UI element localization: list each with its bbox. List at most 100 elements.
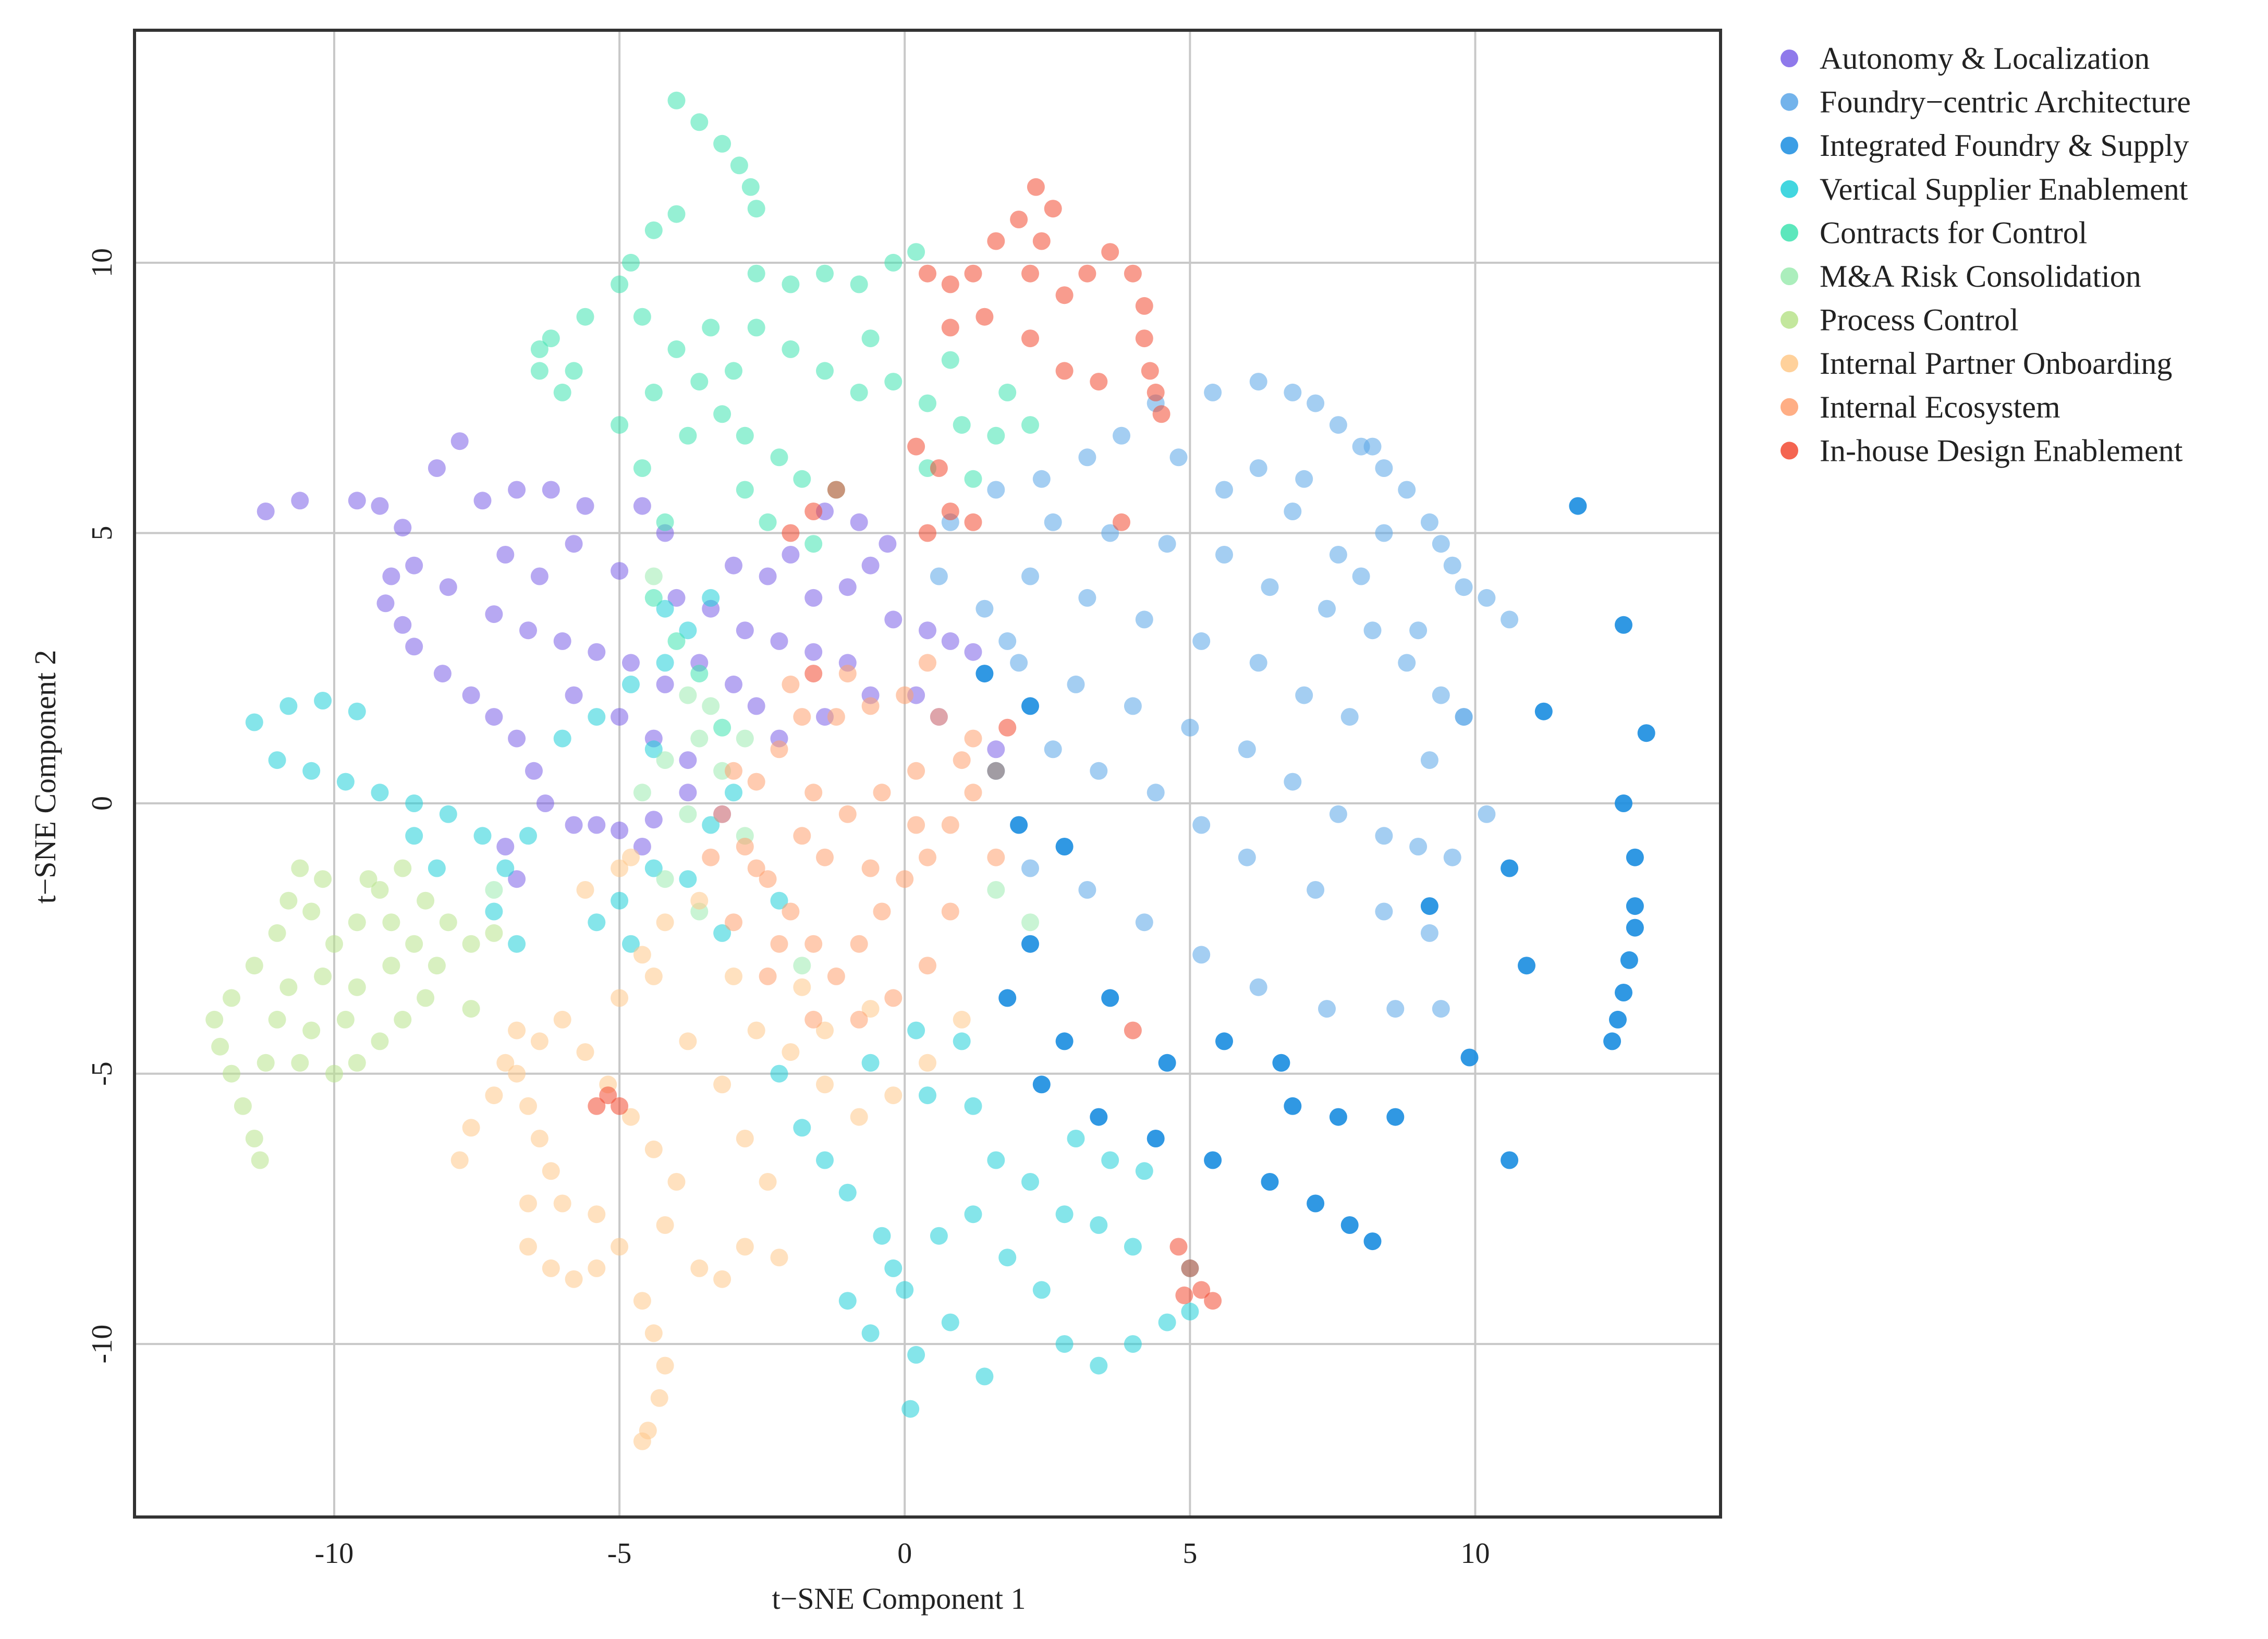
scatter-point <box>1090 1356 1108 1375</box>
scatter-point <box>268 751 286 769</box>
scatter-point <box>588 708 606 726</box>
scatter-point <box>371 1032 389 1050</box>
scatter-point <box>770 891 788 910</box>
scatter-point <box>1044 200 1062 218</box>
scatter-point <box>371 784 389 802</box>
scatter-point <box>485 881 503 899</box>
scatter-point <box>964 643 982 661</box>
scatter-point <box>1124 1021 1142 1039</box>
scatter-point <box>782 675 800 693</box>
scatter-point <box>941 503 959 520</box>
x-tick-label: 0 <box>897 1537 912 1570</box>
scatter-point <box>382 567 400 585</box>
x-tick-label: -10 <box>315 1537 354 1570</box>
scatter-point <box>1055 1205 1074 1224</box>
x-tick-label: -5 <box>607 1537 632 1570</box>
scatter-point <box>519 1194 537 1213</box>
scatter-point <box>1124 1335 1142 1353</box>
scatter-point <box>576 881 594 899</box>
scatter-point <box>622 253 640 272</box>
scatter-point <box>1055 1335 1074 1353</box>
scatter-point <box>336 1010 355 1029</box>
scatter-point <box>1420 513 1438 531</box>
scatter-point <box>941 632 959 650</box>
scatter-point <box>976 600 994 618</box>
scatter-point <box>382 957 400 975</box>
legend-marker <box>1781 137 1798 155</box>
scatter-point <box>838 1292 857 1310</box>
scatter-point <box>1249 373 1267 391</box>
y-tick-label: -10 <box>86 1325 118 1364</box>
scatter-point <box>656 654 674 672</box>
scatter-point <box>919 264 936 283</box>
scatter-point <box>873 902 891 921</box>
scatter-point <box>1021 697 1039 715</box>
scatter-point <box>588 1205 606 1224</box>
scatter-point <box>291 1054 309 1072</box>
scatter-point <box>257 503 275 520</box>
scatter-point <box>405 827 423 845</box>
scatter-point <box>650 1389 668 1407</box>
scatter-point <box>736 426 754 445</box>
scatter-point <box>690 665 709 683</box>
scatter-point <box>223 989 240 1007</box>
scatter-point <box>827 967 845 985</box>
scatter-point <box>725 784 742 802</box>
scatter-point <box>302 902 321 921</box>
scatter-point <box>770 740 788 759</box>
scatter-point <box>736 729 754 748</box>
scatter-point <box>1158 1313 1176 1331</box>
scatter-point <box>1329 416 1347 434</box>
scatter-point <box>804 784 823 802</box>
scatter-point <box>804 665 823 683</box>
scatter-point <box>1272 1054 1290 1072</box>
scatter-point <box>450 432 469 450</box>
scatter-point <box>1181 1302 1199 1320</box>
scatter-point <box>884 1086 903 1105</box>
scatter-point <box>462 1119 480 1137</box>
scatter-point <box>1215 1032 1233 1050</box>
y-tick-label: 0 <box>86 796 118 811</box>
scatter-point <box>1135 1162 1153 1180</box>
scatter-point <box>919 848 936 866</box>
scatter-point <box>394 1010 412 1029</box>
scatter-point <box>1181 1259 1199 1277</box>
scatter-point <box>205 1010 224 1029</box>
legend-marker <box>1781 180 1798 198</box>
scatter-point <box>998 718 1017 737</box>
scatter-point <box>1055 838 1074 855</box>
series-group <box>702 654 1005 1029</box>
scatter-point <box>279 891 298 910</box>
scatter-point <box>759 567 777 585</box>
scatter-point <box>314 692 332 710</box>
plot-frame <box>133 29 1722 1519</box>
scatter-point <box>1021 567 1039 585</box>
scatter-point <box>644 967 663 985</box>
scatter-point <box>633 308 651 326</box>
scatter-point <box>713 805 731 823</box>
scatter-point <box>1101 1151 1119 1169</box>
scatter-point <box>987 481 1005 499</box>
scatter-point <box>793 978 811 996</box>
scatter-point <box>1363 621 1382 640</box>
scatter-point <box>816 1151 834 1169</box>
scatter-point <box>268 924 286 942</box>
scatter-point <box>725 762 742 780</box>
scatter-point <box>782 1043 800 1061</box>
scatter-point <box>850 1108 868 1126</box>
scatter-point <box>439 805 457 823</box>
scatter-point <box>838 665 857 683</box>
scatter-point <box>998 383 1017 401</box>
scatter-point <box>667 589 686 607</box>
scatter-point <box>656 1216 674 1234</box>
scatter-point <box>930 708 948 726</box>
scatter-point <box>644 1324 663 1342</box>
scatter-point <box>1021 859 1039 877</box>
scatter-point <box>861 697 880 715</box>
scatter-point <box>1615 616 1632 634</box>
scatter-point <box>588 1097 606 1115</box>
scatter-point <box>907 243 925 261</box>
scatter-point <box>1090 1216 1108 1234</box>
scatter-point <box>622 848 640 866</box>
scatter-point <box>622 1108 640 1126</box>
